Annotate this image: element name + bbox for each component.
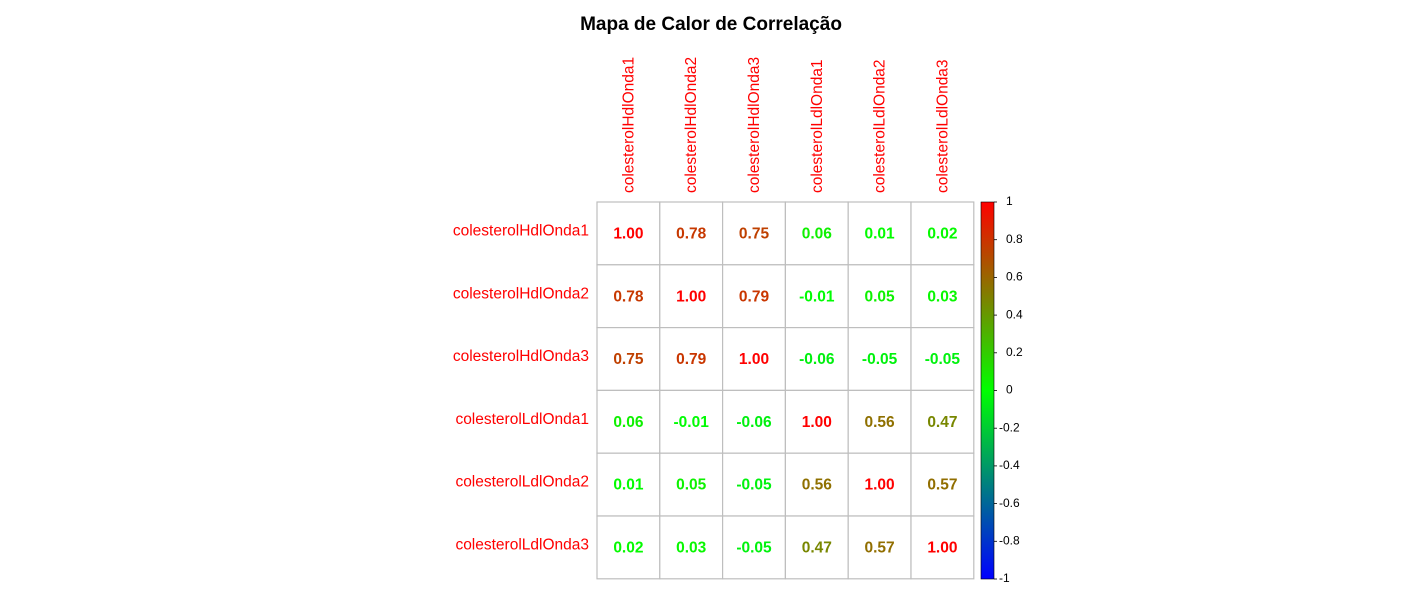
column-label: colesterolHdlOnda2 (683, 57, 700, 193)
heatmap-cell (784, 327, 849, 392)
cell-value-label: 0.57 (865, 539, 895, 556)
color-legend: 1 0.8 0.6 0.4 0.2 0 -0.2 -0.4 -0.6 -0.8 -1 (980, 194, 1023, 585)
cell-value-label: 0.79 (676, 351, 707, 368)
legend-tick-label: 0 (1006, 383, 1013, 397)
cell-value-label: 0.06 (613, 414, 644, 431)
heatmap-cell (910, 452, 975, 517)
heatmap-cell (659, 201, 724, 266)
row-label: colesterolLdlOnda3 (455, 536, 589, 553)
row-label: colesterolHdlOnda1 (453, 222, 589, 239)
chart-title: Mapa de Calor de Correlação (580, 14, 842, 35)
heatmap-cell (910, 201, 975, 266)
heatmap-cell (784, 515, 849, 580)
cell-value-label: 0.56 (865, 414, 896, 431)
heatmap-cell (596, 201, 661, 266)
heatmap-cell (847, 327, 912, 392)
legend-tick-label: -0.4 (999, 458, 1020, 472)
cell-value-label: 1.00 (739, 351, 769, 368)
heatmap-cell (721, 452, 786, 517)
cell-value-label: -0.01 (799, 288, 835, 305)
legend-tick-label: 0.6 (1006, 270, 1023, 284)
legend-tick-label: -0.6 (999, 496, 1020, 510)
legend-tick-label: 0.8 (1006, 232, 1023, 246)
legend-tick-label: -0.8 (999, 533, 1020, 547)
cell-value-label: 0.06 (802, 225, 833, 242)
legend-tick-label: 0.2 (1006, 345, 1023, 359)
heatmap-cell (659, 264, 724, 329)
cell-value-label: 0.02 (927, 225, 957, 242)
cell-value-label: 0.03 (676, 539, 707, 556)
cell-value-label: -0.06 (736, 414, 772, 431)
cell-value-label: 0.79 (739, 288, 770, 305)
heatmap-cell (659, 389, 724, 454)
heatmap-cell (784, 389, 849, 454)
legend-tick-label: 0.4 (1006, 307, 1023, 321)
legend-tick-label: -1 (999, 571, 1010, 585)
heatmap-grid: 1.00 0.78 0.75 0.06 0.01 0.02 0.78 1.00 0.79 -0.0… (596, 201, 975, 580)
heatmap-cell (847, 452, 912, 517)
legend-tick-label: 1 (1006, 194, 1013, 208)
row-label: colesterolHdlOnda3 (453, 348, 589, 365)
row-labels: colesterolHdlOnda1 colesterolHdlOnda2 cole… (453, 222, 589, 553)
heatmap-cell (596, 515, 661, 580)
cell-value-label: 0.78 (676, 225, 707, 242)
heatmap-cell (721, 389, 786, 454)
column-label: colesterolHdlOnda3 (746, 57, 763, 193)
cell-value-label: 0.47 (927, 414, 957, 431)
heatmap-cell (910, 327, 975, 392)
cell-value-label: -0.05 (862, 351, 898, 368)
legend-color-bar (980, 201, 995, 580)
column-label: colesterolHdlOnda1 (620, 57, 637, 193)
cell-value-label: 0.01 (865, 225, 896, 242)
cell-value-label: 0.57 (927, 477, 957, 494)
cell-value-label: -0.05 (736, 477, 772, 494)
cell-value-label: 0.05 (865, 288, 896, 305)
cell-value-label: 0.75 (739, 225, 770, 242)
heatmap-cell (847, 515, 912, 580)
column-label: colesterolLdlOnda2 (872, 59, 889, 193)
cell-value-label: -0.05 (925, 351, 961, 368)
cell-value-label: 1.00 (802, 414, 832, 431)
cell-value-label: 0.05 (676, 477, 707, 494)
heatmap-cell (596, 452, 661, 517)
heatmap-cell (910, 389, 975, 454)
column-labels: colesterolHdlOnda1 colesterolHdlOnda2 cole… (620, 57, 951, 193)
legend-tick-label: -0.2 (999, 420, 1020, 434)
cell-value-label: 1.00 (676, 288, 706, 305)
cell-value-label: 1.00 (865, 477, 895, 494)
cell-value-label: 0.47 (802, 539, 832, 556)
heatmap-cell (596, 389, 661, 454)
cell-value-label: -0.05 (736, 539, 772, 556)
cell-value-label: 0.02 (613, 539, 643, 556)
column-label: colesterolLdlOnda3 (934, 59, 951, 193)
row-label: colesterolLdlOnda1 (455, 411, 589, 428)
cell-value-label: 0.03 (927, 288, 958, 305)
cell-value-label: 0.01 (613, 477, 644, 494)
heatmap-cell (721, 201, 786, 266)
cell-value-label: -0.06 (799, 351, 835, 368)
heatmap-cell (847, 389, 912, 454)
heatmap-cell (910, 264, 975, 329)
heatmap-cell (784, 264, 849, 329)
cell-value-label: 1.00 (927, 539, 957, 556)
cell-value-label: 0.75 (613, 351, 644, 368)
row-label: colesterolLdlOnda2 (455, 474, 589, 491)
heatmap-cell (659, 327, 724, 392)
cell-value-label: 1.00 (613, 225, 643, 242)
row-label: colesterolHdlOnda2 (453, 285, 589, 302)
heatmap-cell (910, 515, 975, 580)
cell-value-label: 0.56 (802, 477, 833, 494)
heatmap-cell (784, 452, 849, 517)
cell-value-label: -0.01 (674, 414, 710, 431)
cell-value-label: 0.78 (613, 288, 644, 305)
column-label: colesterolLdlOnda1 (809, 59, 826, 193)
